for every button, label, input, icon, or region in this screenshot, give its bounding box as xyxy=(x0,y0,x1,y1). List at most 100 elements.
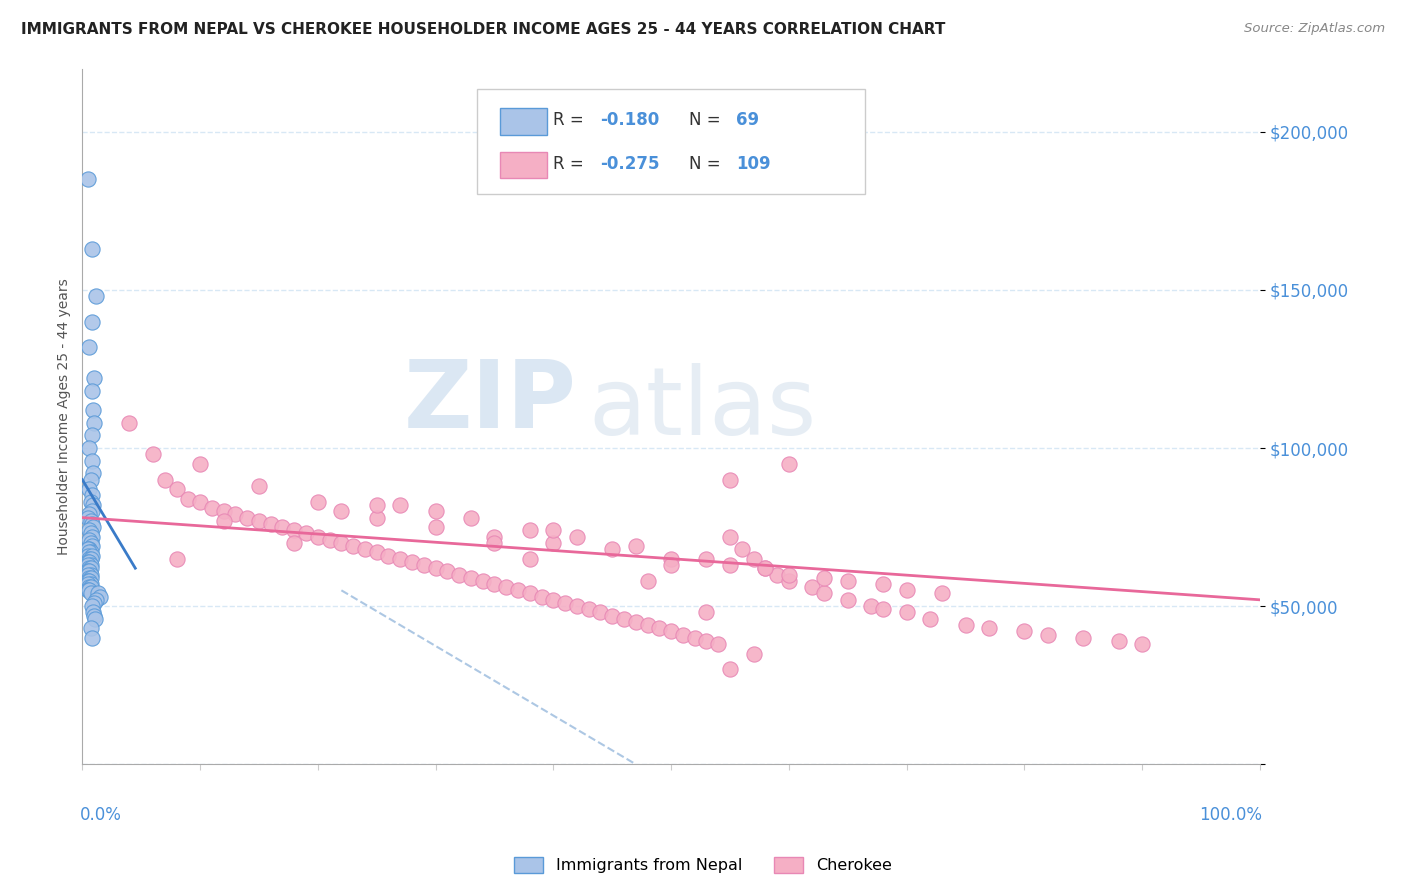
Point xyxy=(77,510,100,524)
Text: N =: N = xyxy=(689,155,725,173)
Point xyxy=(79,340,101,354)
Point xyxy=(554,596,576,610)
Point xyxy=(931,586,953,600)
Point xyxy=(543,592,565,607)
Point xyxy=(79,580,101,594)
Point xyxy=(79,482,101,496)
Point xyxy=(565,530,588,544)
Point xyxy=(80,384,103,398)
Point xyxy=(77,555,100,569)
Point xyxy=(695,634,717,648)
Point xyxy=(224,508,246,522)
Point xyxy=(82,606,104,620)
Point xyxy=(718,662,741,676)
Point xyxy=(896,606,918,620)
Point xyxy=(79,533,101,547)
FancyBboxPatch shape xyxy=(477,89,866,194)
Point xyxy=(80,631,103,645)
Point xyxy=(295,526,318,541)
Point xyxy=(79,508,101,522)
Point xyxy=(79,545,101,559)
Point xyxy=(366,510,388,524)
Point xyxy=(484,536,506,550)
Text: -0.180: -0.180 xyxy=(600,111,659,129)
Point xyxy=(589,606,612,620)
Point xyxy=(86,289,108,303)
Point xyxy=(83,416,105,430)
Point xyxy=(77,542,100,557)
Point xyxy=(330,504,353,518)
Point xyxy=(79,542,101,557)
Point xyxy=(80,530,103,544)
Point xyxy=(79,558,101,572)
Point xyxy=(79,583,101,598)
Point xyxy=(271,520,294,534)
Point xyxy=(718,558,741,572)
Point xyxy=(80,549,103,563)
Legend: Immigrants from Nepal, Cherokee: Immigrants from Nepal, Cherokee xyxy=(508,850,898,880)
Point xyxy=(79,514,101,528)
Text: atlas: atlas xyxy=(589,363,817,456)
Point xyxy=(519,551,541,566)
Point xyxy=(460,571,482,585)
Point xyxy=(79,577,101,591)
Point xyxy=(77,549,100,563)
Point xyxy=(82,403,104,417)
Point xyxy=(778,457,800,471)
Point xyxy=(648,621,671,635)
Point xyxy=(707,637,730,651)
Point xyxy=(778,567,800,582)
Point xyxy=(79,571,101,585)
Point xyxy=(659,551,682,566)
Point xyxy=(837,574,859,588)
Point xyxy=(742,647,765,661)
Point xyxy=(977,621,1000,635)
Point xyxy=(77,577,100,591)
Point xyxy=(718,473,741,487)
Point xyxy=(672,627,695,641)
Point xyxy=(484,530,506,544)
Point xyxy=(600,542,623,557)
Point xyxy=(77,583,100,598)
Point xyxy=(471,574,494,588)
Point xyxy=(506,583,529,598)
Point xyxy=(449,567,471,582)
Point xyxy=(89,590,111,604)
Point xyxy=(330,536,353,550)
Point xyxy=(247,514,270,528)
Point xyxy=(79,621,101,635)
Point xyxy=(77,565,100,579)
Point xyxy=(354,542,377,557)
Point xyxy=(872,577,894,591)
Point xyxy=(412,558,434,572)
Point xyxy=(600,608,623,623)
Point xyxy=(377,549,399,563)
Point xyxy=(79,571,101,585)
Point xyxy=(578,602,600,616)
Point xyxy=(80,428,103,442)
Point xyxy=(188,495,211,509)
Point xyxy=(742,551,765,566)
Y-axis label: Householder Income Ages 25 - 44 years: Householder Income Ages 25 - 44 years xyxy=(58,278,72,555)
Point xyxy=(860,599,883,614)
Point xyxy=(695,606,717,620)
Point xyxy=(166,551,188,566)
Text: -0.275: -0.275 xyxy=(600,155,659,173)
Point xyxy=(82,467,104,481)
Point xyxy=(260,516,283,531)
Point xyxy=(1130,637,1153,651)
Point xyxy=(79,561,101,575)
Point xyxy=(519,586,541,600)
Point xyxy=(718,530,741,544)
Point xyxy=(79,565,101,579)
Point xyxy=(813,586,835,600)
Text: N =: N = xyxy=(689,111,725,129)
Point xyxy=(79,473,101,487)
Text: 69: 69 xyxy=(735,111,759,129)
Point xyxy=(436,565,458,579)
Point xyxy=(77,172,100,186)
Point xyxy=(683,631,706,645)
Point xyxy=(79,551,101,566)
Point xyxy=(82,498,104,512)
Point xyxy=(188,457,211,471)
